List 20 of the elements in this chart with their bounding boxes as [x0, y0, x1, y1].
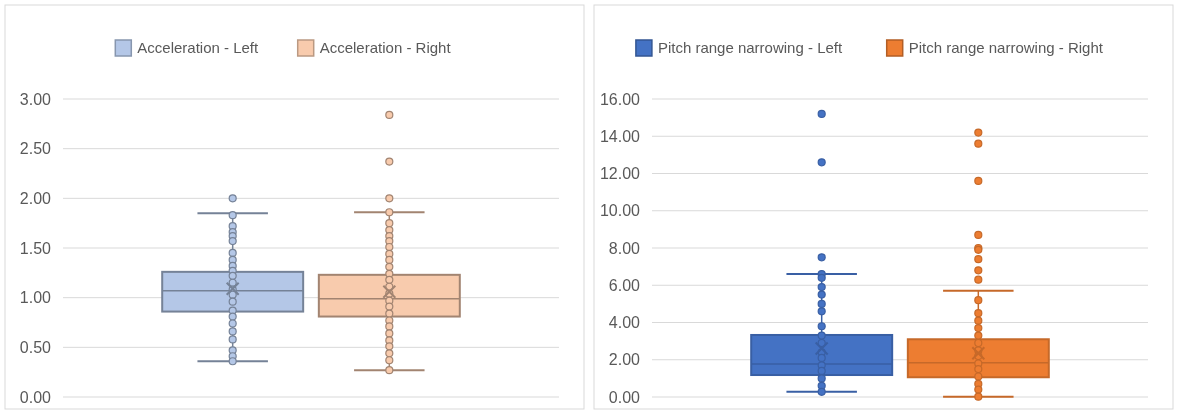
y-tick-label: 1.00 — [19, 289, 52, 307]
y-tick-label: 0.00 — [19, 388, 52, 406]
y-tick-label: 6.00 — [608, 276, 641, 294]
y-tick-label: 14.00 — [599, 127, 641, 145]
y-tick-label: 2.50 — [19, 140, 52, 158]
y-tick-label: 10.00 — [599, 202, 641, 220]
legend-label: Pitch range narrowing - Right — [908, 39, 1104, 57]
y-tick-label: 4.00 — [608, 314, 641, 332]
y-tick-label: 8.00 — [608, 239, 641, 257]
legend-label: Acceleration - Right — [319, 39, 452, 57]
y-tick-label: 2.00 — [608, 351, 641, 369]
legend-label: Acceleration - Left — [137, 39, 260, 57]
y-tick-label: 2.00 — [19, 189, 52, 207]
y-tick-label: 16.00 — [599, 90, 641, 108]
y-tick-label: 1.50 — [19, 239, 52, 257]
y-tick-label: 12.00 — [599, 165, 641, 183]
y-tick-label: 0.50 — [19, 338, 52, 356]
y-tick-label: 0.00 — [608, 388, 641, 406]
y-tick-label: 3.00 — [19, 90, 52, 108]
legend-label: Pitch range narrowing - Left — [657, 39, 843, 57]
